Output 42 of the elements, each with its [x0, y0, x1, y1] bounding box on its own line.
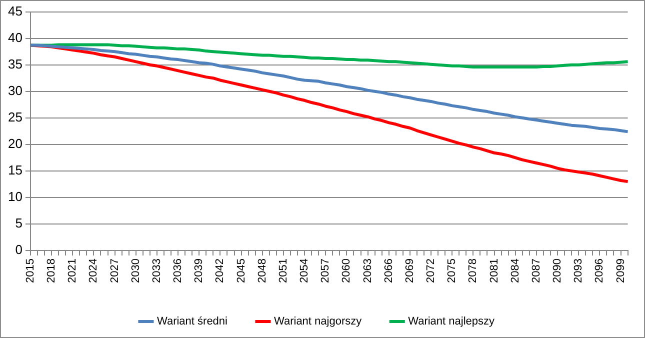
- x-tick-label: 2063: [362, 258, 374, 284]
- y-tick-label: 40: [8, 30, 22, 45]
- x-tick-label: 2093: [572, 258, 585, 284]
- y-tick-label: 5: [15, 216, 22, 231]
- y-tick-label: 30: [8, 82, 22, 98]
- y-tick-label: 0: [15, 242, 22, 258]
- legend-label: Wariant najlepszy: [408, 316, 496, 328]
- x-tick-label: 2084: [509, 258, 522, 284]
- x-tick-label: 2045: [235, 258, 248, 284]
- y-tick-label: 15: [8, 162, 22, 178]
- x-tick-label: 2033: [150, 258, 163, 284]
- x-tick-label: 2030: [130, 258, 142, 284]
- x-tick-label: 2069: [404, 258, 416, 284]
- x-tick-label: 2075: [446, 258, 458, 284]
- x-tick-label: 2036: [172, 258, 184, 284]
- x-tick-label: 2054: [298, 258, 311, 284]
- x-tick-label: 2078: [467, 258, 480, 284]
- x-tick-label: 2081: [488, 258, 500, 284]
- x-tick-label: 2096: [594, 258, 606, 284]
- x-tick-label: 2060: [340, 258, 353, 284]
- x-tick-label: 2066: [382, 258, 395, 284]
- x-tick-label: 2057: [320, 258, 332, 284]
- legend-label: Wariant najgorszy: [274, 316, 362, 328]
- y-tick-label: 25: [8, 109, 22, 124]
- x-tick-label: 2021: [66, 258, 79, 284]
- y-tick-label: 35: [8, 56, 22, 72]
- y-tick-label: 45: [8, 3, 22, 18]
- x-tick-label: 2015: [24, 258, 36, 284]
- x-tick-label: 2027: [108, 258, 121, 284]
- x-tick-label: 2072: [425, 258, 438, 284]
- x-tick-label: 2090: [552, 258, 564, 284]
- x-tick-label: 2099: [614, 258, 627, 284]
- x-tick-label: 2048: [256, 258, 268, 284]
- legend-label: Wariant średni: [156, 316, 228, 328]
- x-tick-label: 2087: [530, 258, 542, 284]
- x-tick-label: 2018: [46, 258, 58, 284]
- y-tick-label: 20: [8, 136, 22, 152]
- x-tick-label: 2039: [193, 258, 206, 284]
- y-tick-label: 10: [8, 189, 22, 204]
- x-tick-label: 2042: [214, 258, 226, 284]
- x-tick-label: 2024: [88, 258, 100, 284]
- x-tick-label: 2051: [277, 258, 290, 284]
